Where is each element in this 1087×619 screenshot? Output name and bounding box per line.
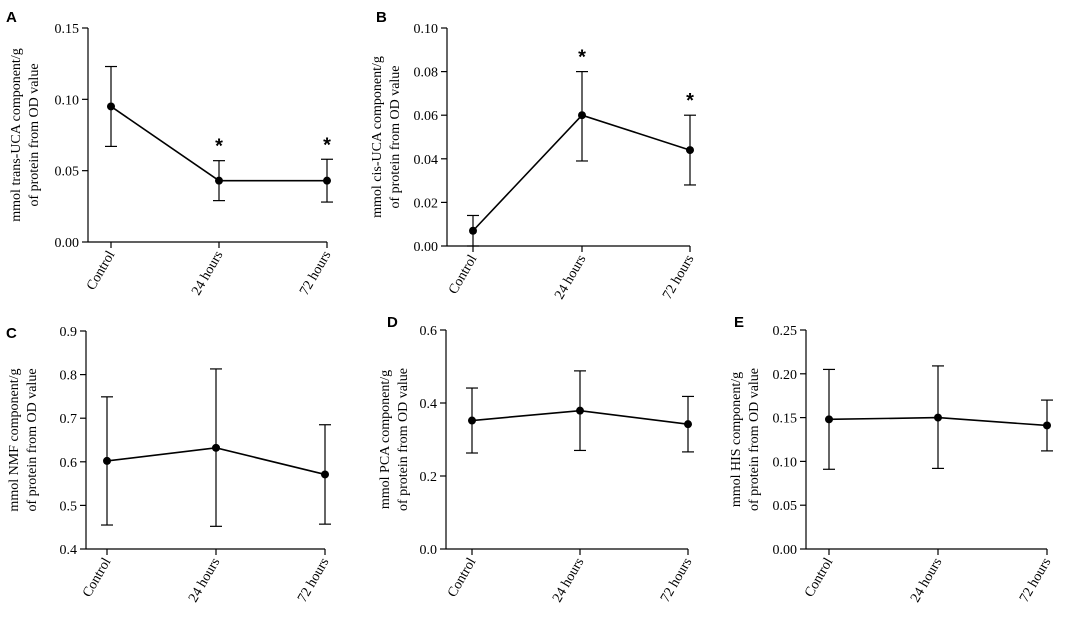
chart-panel-c: C 0.4 0.5 0.6 0.7 0.8 0.9 Control 24 hours 72 hou… — [6, 325, 332, 605]
y-axis-title: of protein from OD value — [388, 65, 403, 208]
chart-panel-e: E 0.00 0.05 0.10 0.15 0.20 0.25 Control 24 hours… — [729, 314, 1054, 605]
x-tick-label: 72 hours — [297, 249, 334, 299]
panel-letter: D — [387, 314, 398, 331]
significance-marker: * — [578, 47, 586, 69]
y-tick-label: 0.10 — [414, 22, 439, 37]
y-tick-label: 0.06 — [414, 109, 439, 124]
panel-letter: E — [734, 314, 744, 331]
data-point — [107, 102, 115, 111]
data-point — [468, 416, 476, 425]
data-point — [825, 415, 833, 424]
significance-marker: * — [215, 136, 223, 158]
x-tick-label: 24 hours — [550, 556, 587, 606]
y-tick-label: 0.6 — [420, 324, 438, 339]
significance-marker: * — [686, 90, 694, 112]
y-tick-label: 0.15 — [55, 22, 80, 37]
y-tick-label: 0.02 — [414, 196, 439, 211]
x-tick-label: Control — [446, 252, 480, 297]
y-tick-label: 0.25 — [773, 324, 798, 339]
panel-letter: C — [6, 325, 17, 342]
data-point — [578, 111, 586, 120]
y-axis-title: mmol cis-UCA component/g — [370, 56, 385, 218]
data-point — [212, 443, 220, 452]
data-point — [215, 176, 223, 185]
data-point — [686, 146, 694, 155]
y-tick-label: 0.4 — [420, 397, 438, 412]
data-point — [469, 226, 477, 235]
x-tick-label: 24 hours — [189, 249, 226, 299]
chart-panel-a: A 0.00 0.05 0.10 0.15 Control 24 hours 72 hours… — [6, 9, 334, 298]
y-tick-label: 0.15 — [773, 412, 798, 427]
y-tick-label: 0.20 — [773, 368, 798, 383]
x-tick-label: Control — [802, 555, 836, 600]
x-tick-label: 24 hours — [186, 556, 223, 606]
y-tick-label: 0.4 — [60, 543, 78, 558]
chart-panel-b: B 0.00 0.02 0.04 0.06 0.08 0.10 Control 24 hours… — [370, 9, 697, 302]
y-tick-label: 0.2 — [420, 470, 438, 485]
x-tick-label: Control — [80, 555, 114, 600]
chart-panel-d: D 0.0 0.2 0.4 0.6 Control 24 hours 72 hours mmol… — [378, 314, 695, 605]
y-tick-label: 0.05 — [773, 499, 798, 514]
x-tick-label: 72 hours — [1017, 556, 1054, 606]
significance-marker: * — [323, 134, 331, 156]
y-axis-title: mmol trans-UCA component/g — [9, 48, 24, 221]
data-point — [321, 470, 329, 479]
x-tick-label: 24 hours — [552, 253, 589, 303]
y-tick-label: 0.00 — [55, 236, 80, 251]
y-tick-label: 0.00 — [773, 543, 798, 558]
x-tick-label: 72 hours — [295, 556, 332, 606]
data-point — [103, 456, 111, 465]
y-axis-title: of protein from OD value — [396, 368, 411, 511]
y-axis-title: mmol PCA component/g — [378, 370, 393, 509]
y-tick-label: 0.7 — [60, 412, 78, 427]
data-point — [684, 420, 692, 429]
x-tick-label: Control — [445, 555, 479, 600]
y-tick-label: 0.8 — [60, 369, 78, 384]
y-tick-label: 0.10 — [55, 93, 80, 108]
y-axis-title: of protein from OD value — [25, 368, 40, 511]
y-axis-title: of protein from OD value — [747, 368, 762, 511]
y-tick-label: 0.04 — [414, 153, 439, 168]
y-tick-label: 0.05 — [55, 165, 80, 180]
y-tick-label: 0.0 — [420, 543, 438, 558]
y-tick-label: 0.08 — [414, 66, 439, 81]
panel-letter: A — [6, 9, 17, 26]
y-tick-label: 0.9 — [60, 325, 78, 340]
panel-letter: B — [376, 9, 387, 26]
data-point — [1043, 421, 1051, 430]
y-tick-label: 0.6 — [60, 456, 78, 471]
x-tick-label: Control — [84, 248, 118, 293]
data-point — [934, 413, 942, 422]
data-point — [576, 406, 584, 415]
x-tick-label: 72 hours — [660, 253, 697, 303]
x-tick-label: 24 hours — [908, 556, 945, 606]
data-point — [323, 176, 331, 185]
y-axis-title: mmol HIS component/g — [729, 372, 744, 507]
y-tick-label: 0.5 — [60, 499, 78, 514]
y-axis-title: of protein from OD value — [27, 63, 42, 206]
y-axis-title: mmol NMF component/g — [7, 368, 22, 511]
y-tick-label: 0.10 — [773, 455, 798, 470]
y-tick-label: 0.00 — [414, 240, 439, 255]
x-tick-label: 72 hours — [658, 556, 695, 606]
